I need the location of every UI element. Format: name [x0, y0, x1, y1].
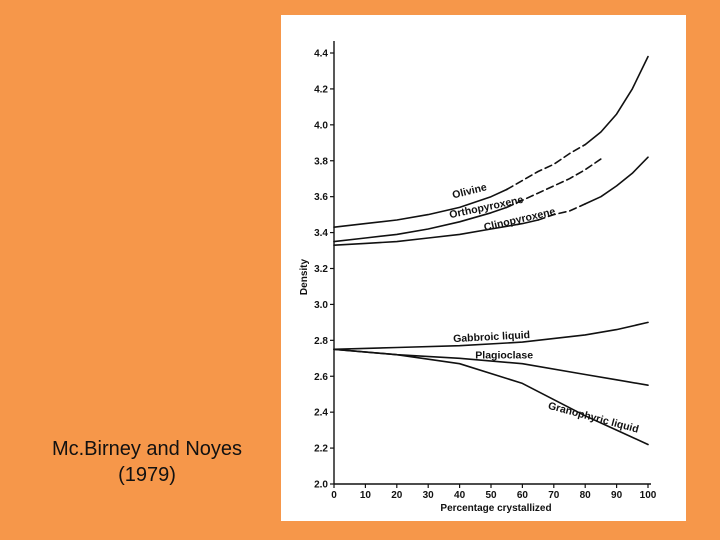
y-tick-label: 2.6: [314, 372, 328, 383]
x-tick-label: 60: [517, 490, 529, 501]
series-orthopyroxene: [333, 158, 602, 243]
y-tick-label: 3.6: [314, 192, 328, 203]
x-tick-label: 10: [360, 490, 372, 501]
series-line-olivine-solid: [584, 55, 649, 146]
series-line-clinopyroxene-solid: [333, 219, 539, 246]
series-clinopyroxene: [333, 156, 649, 246]
series-line-orthopyroxene-solid: [333, 206, 508, 243]
x-tick-label: 30: [423, 490, 435, 501]
y-tick-label: 3.8: [314, 156, 328, 167]
axes-layer: 2.0 2.2 2.4 2.6 2.8 3.0 3.2 3.4 3.6 3.8 4.0 4.2 4.4 0…: [314, 41, 657, 501]
curve-label-granophyric-liquid: Granophyric liquid: [547, 400, 640, 436]
series-olivine: [333, 55, 649, 228]
x-tick-label: 70: [548, 490, 560, 501]
x-axis-label: Percentage crystallized: [440, 503, 551, 514]
x-tick-label: 80: [580, 490, 592, 501]
curve-label-plagioclase: Plagioclase: [475, 349, 533, 361]
y-tick-label: 2.8: [314, 336, 328, 347]
y-tick-label: 2.4: [314, 408, 328, 419]
x-tick-label: 100: [640, 490, 657, 501]
curve-label-gabbroic-liquid: Gabbroic liquid: [453, 329, 531, 345]
y-tick-label: 4.2: [314, 84, 328, 95]
density-chart: 2.0 2.2 2.4 2.6 2.8 3.0 3.2 3.4 3.6 3.8 4.0 4.2 4.4 0…: [299, 41, 657, 514]
x-tick-label: 0: [331, 490, 337, 501]
series-line-olivine-dashed: [505, 143, 586, 191]
x-tick-label: 20: [391, 490, 403, 501]
x-tick-label: 40: [454, 490, 466, 501]
series-gabbroic-liquid: [333, 321, 649, 351]
series-layer: [333, 55, 649, 446]
series-line-clinopyroxene-solid: [584, 156, 649, 205]
x-tick-label: 90: [611, 490, 623, 501]
series-line-gabbroic-liquid-solid: [333, 321, 649, 351]
y-axis-label: Density: [299, 259, 310, 296]
series-line-granophyric-liquid-solid: [333, 348, 649, 446]
y-tick-label: 4.0: [314, 120, 328, 131]
x-tick-label: 50: [485, 490, 497, 501]
series-granophyric-liquid: [333, 348, 649, 446]
y-tick-label: 3.4: [314, 228, 328, 239]
curve-label-olivine: Olivine: [451, 181, 488, 201]
y-tick-label: 4.4: [314, 49, 328, 60]
curve-labels-layer: OlivineOrthopyroxeneClinopyroxeneGabbroi…: [448, 181, 640, 435]
series-line-olivine-solid: [333, 188, 508, 228]
chart-panel: 2.0 2.2 2.4 2.6 2.8 3.0 3.2 3.4 3.6 3.8 4.0 4.2 4.4 0…: [281, 15, 686, 521]
series-line-orthopyroxene-dashed: [505, 158, 602, 209]
caption-line-year: (1979): [118, 464, 176, 486]
y-tick-label: 3.2: [314, 264, 328, 275]
y-tick-label: 3.0: [314, 300, 328, 311]
y-tick-label: 2.2: [314, 444, 328, 455]
caption-line-authors: Mc.Birney and Noyes: [51, 438, 243, 460]
y-tick-label: 2.0: [314, 480, 328, 491]
citation-caption: Mc.Birney and Noyes (1979): [22, 436, 272, 488]
series-line-clinopyroxene-dashed: [537, 203, 586, 221]
